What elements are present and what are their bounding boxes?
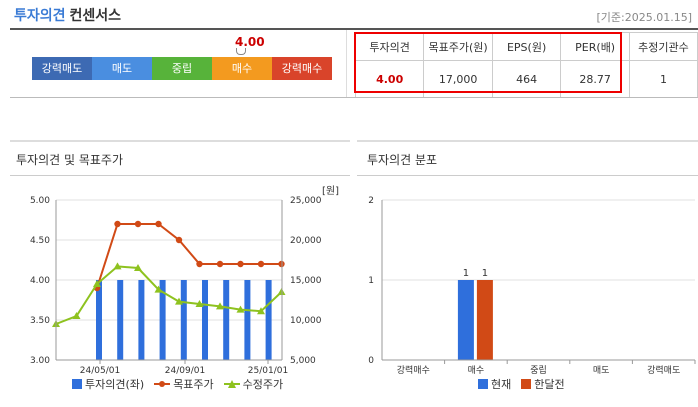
legend-opinion-swatch-icon xyxy=(72,379,82,389)
opinion-bar xyxy=(96,280,102,360)
target-price-point xyxy=(175,236,183,244)
right-panel-title-divider xyxy=(357,175,698,176)
legend-month-ago-swatch-icon xyxy=(521,379,532,389)
header-estimators: 추정기관수 xyxy=(628,32,698,61)
bar-value-label: 1 xyxy=(463,268,469,279)
right-axis-unit: [원] xyxy=(322,186,340,197)
left-axis-tick-label: 3.50 xyxy=(30,316,50,326)
current-opinion-marker-icon xyxy=(236,48,246,55)
opinion-bar xyxy=(117,280,124,360)
category-label: 매수 xyxy=(468,365,485,376)
title-main: 투자의견 xyxy=(14,8,66,24)
legend-current-swatch-icon xyxy=(478,379,488,389)
legend-label: 목표주가 xyxy=(173,378,214,391)
scale-strong-sell: 강력매도 xyxy=(32,57,92,80)
legend-item-opinion: 투자의견(좌) xyxy=(72,376,144,392)
adjusted-price-point xyxy=(216,302,224,310)
adjusted-price-point xyxy=(154,285,163,293)
category-label: 강력매도 xyxy=(647,364,680,376)
opinion-bar xyxy=(180,280,187,360)
adjusted-price-point xyxy=(113,262,122,270)
adjusted-price-point xyxy=(236,305,245,313)
legend-label: 수정주가 xyxy=(242,378,284,391)
distribution-bar xyxy=(457,280,474,360)
category-label: 강력매수 xyxy=(397,364,430,376)
scale-sell: 매도 xyxy=(92,57,152,80)
left-axis-tick-label: 5.00 xyxy=(30,196,50,206)
adjusted-price-point xyxy=(72,312,81,319)
x-tick-label: 25/01/01 xyxy=(248,366,288,376)
legend-adjusted-swatch-icon xyxy=(223,380,240,388)
header-divider xyxy=(10,28,698,30)
left-panel-title-divider xyxy=(10,175,350,176)
current-opinion-value: 4.00 xyxy=(235,35,265,49)
top-section-divider xyxy=(10,97,698,98)
right-axis-tick-label: 20,000 xyxy=(290,236,322,246)
right-chart-legend: 현재 한달전 xyxy=(478,376,565,392)
opinion-bar xyxy=(159,280,166,360)
left-panel-title: 투자의견 및 목표주가 xyxy=(16,153,123,167)
highlight-box xyxy=(354,32,622,93)
scale-buy: 매수 xyxy=(212,57,272,80)
adjusted-price-point xyxy=(93,280,101,287)
series-line-target-price xyxy=(96,223,282,289)
scale-neutral: 중립 xyxy=(152,57,212,80)
left-axis-tick-label: 4.50 xyxy=(30,236,50,246)
x-tick-label: 24/09/01 xyxy=(165,366,205,376)
legend-item-current: 현재 xyxy=(478,376,511,392)
title-sub: 컨센서스 xyxy=(69,8,122,24)
legend-label: 투자의견(좌) xyxy=(85,378,145,391)
category-label: 중립 xyxy=(530,365,547,376)
target-price-point xyxy=(134,220,142,228)
series-line-adjusted-price xyxy=(55,265,283,325)
opinion-bar xyxy=(223,280,230,360)
opinion-target-chart: 5.00 4.50 4.00 3.50 3.00 25,000 20,000 15,000 10… xyxy=(30,196,322,376)
opinion-bar xyxy=(138,280,145,360)
target-price-point xyxy=(114,220,121,228)
opinion-distribution-chart: 1 1 2 1 0 강력매수 매수 중립 매도 강력매도 xyxy=(368,196,696,376)
target-price-point xyxy=(216,260,224,268)
target-price-point xyxy=(155,220,162,228)
target-price-point xyxy=(237,260,244,268)
category-label: 매도 xyxy=(593,365,610,376)
legend-item-month-ago: 한달전 xyxy=(521,376,565,392)
right-axis-tick-label: 15,000 xyxy=(290,276,322,286)
right-axis-tick-label: 25,000 xyxy=(290,196,322,206)
y-axis-tick-label: 0 xyxy=(368,356,374,366)
legend-target-swatch-icon xyxy=(154,381,171,387)
section-divider xyxy=(346,30,347,98)
right-axis-tick-label: 5,000 xyxy=(290,356,316,366)
opinion-bar xyxy=(265,280,272,360)
value-estimators: 1 xyxy=(628,60,698,98)
opinion-scale: 강력매도 매도 중립 매수 강력매수 xyxy=(32,57,332,80)
header-opinion: 투자의견 xyxy=(354,32,425,61)
page-title: 투자의견 컨센서스 xyxy=(14,5,121,25)
opinion-bar xyxy=(202,280,208,360)
adjusted-price-point xyxy=(134,264,142,271)
adjusted-price-point xyxy=(175,297,183,305)
right-axis-tick-label: 10,000 xyxy=(290,316,322,326)
adjusted-price-point xyxy=(195,300,204,307)
right-panel-top-border xyxy=(357,140,698,142)
scale-strong-buy: 강력매수 xyxy=(272,57,332,80)
opinion-bar xyxy=(244,280,251,360)
left-panel-top-border xyxy=(10,140,350,142)
left-axis-tick-label: 3.00 xyxy=(30,356,50,366)
y-axis-tick-label: 2 xyxy=(368,196,374,206)
base-date: [기준:2025.01.15] xyxy=(596,11,692,24)
right-panel-title: 투자의견 분포 xyxy=(367,153,438,167)
target-price-point xyxy=(257,260,265,268)
target-price-point xyxy=(196,260,203,268)
y-axis-tick-label: 1 xyxy=(368,276,374,286)
legend-label: 현재 xyxy=(491,378,512,391)
x-tick-label: 24/05/01 xyxy=(80,366,120,376)
legend-label: 한달전 xyxy=(534,378,565,391)
left-chart-legend: 투자의견(좌) 목표주가 수정주가 xyxy=(72,376,283,392)
distribution-bar xyxy=(476,280,493,360)
legend-item-target: 목표주가 xyxy=(154,376,214,392)
bar-value-label: 1 xyxy=(482,268,488,279)
legend-item-adjusted: 수정주가 xyxy=(223,376,284,392)
adjusted-price-point xyxy=(257,307,265,315)
left-axis-tick-label: 4.00 xyxy=(30,276,50,286)
